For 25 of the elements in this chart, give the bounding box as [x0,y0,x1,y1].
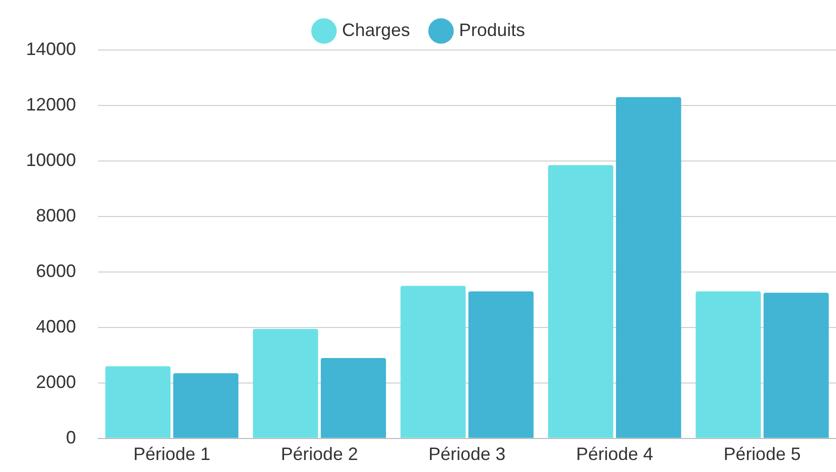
y-tick-label: 0 [66,427,76,448]
y-tick-label: 2000 [36,372,76,392]
bar [616,97,682,438]
y-tick-label: 6000 [36,260,76,281]
bar [400,286,466,438]
y-tick-label: 10000 [26,150,76,170]
bar [764,292,829,438]
y-tick-label: 14000 [26,38,76,59]
bar [696,291,761,438]
legend-label: Produits [459,20,526,40]
x-tick-label: Période 1 [133,444,210,464]
bar [252,328,318,438]
x-tick-label: Période 3 [428,444,506,464]
y-tick-label: 8000 [36,205,76,226]
y-tick-label: 12000 [26,94,76,114]
bar [105,366,170,438]
y-tick-label: 4000 [36,316,76,336]
bar [320,358,386,438]
x-tick-label: Période 4 [576,444,654,464]
bar [173,373,238,438]
legend-label: Charges [342,20,410,40]
bar [468,291,534,438]
x-tick-label: Période 5 [724,444,801,464]
bar [548,165,614,438]
x-tick-label: Période 2 [280,444,358,464]
